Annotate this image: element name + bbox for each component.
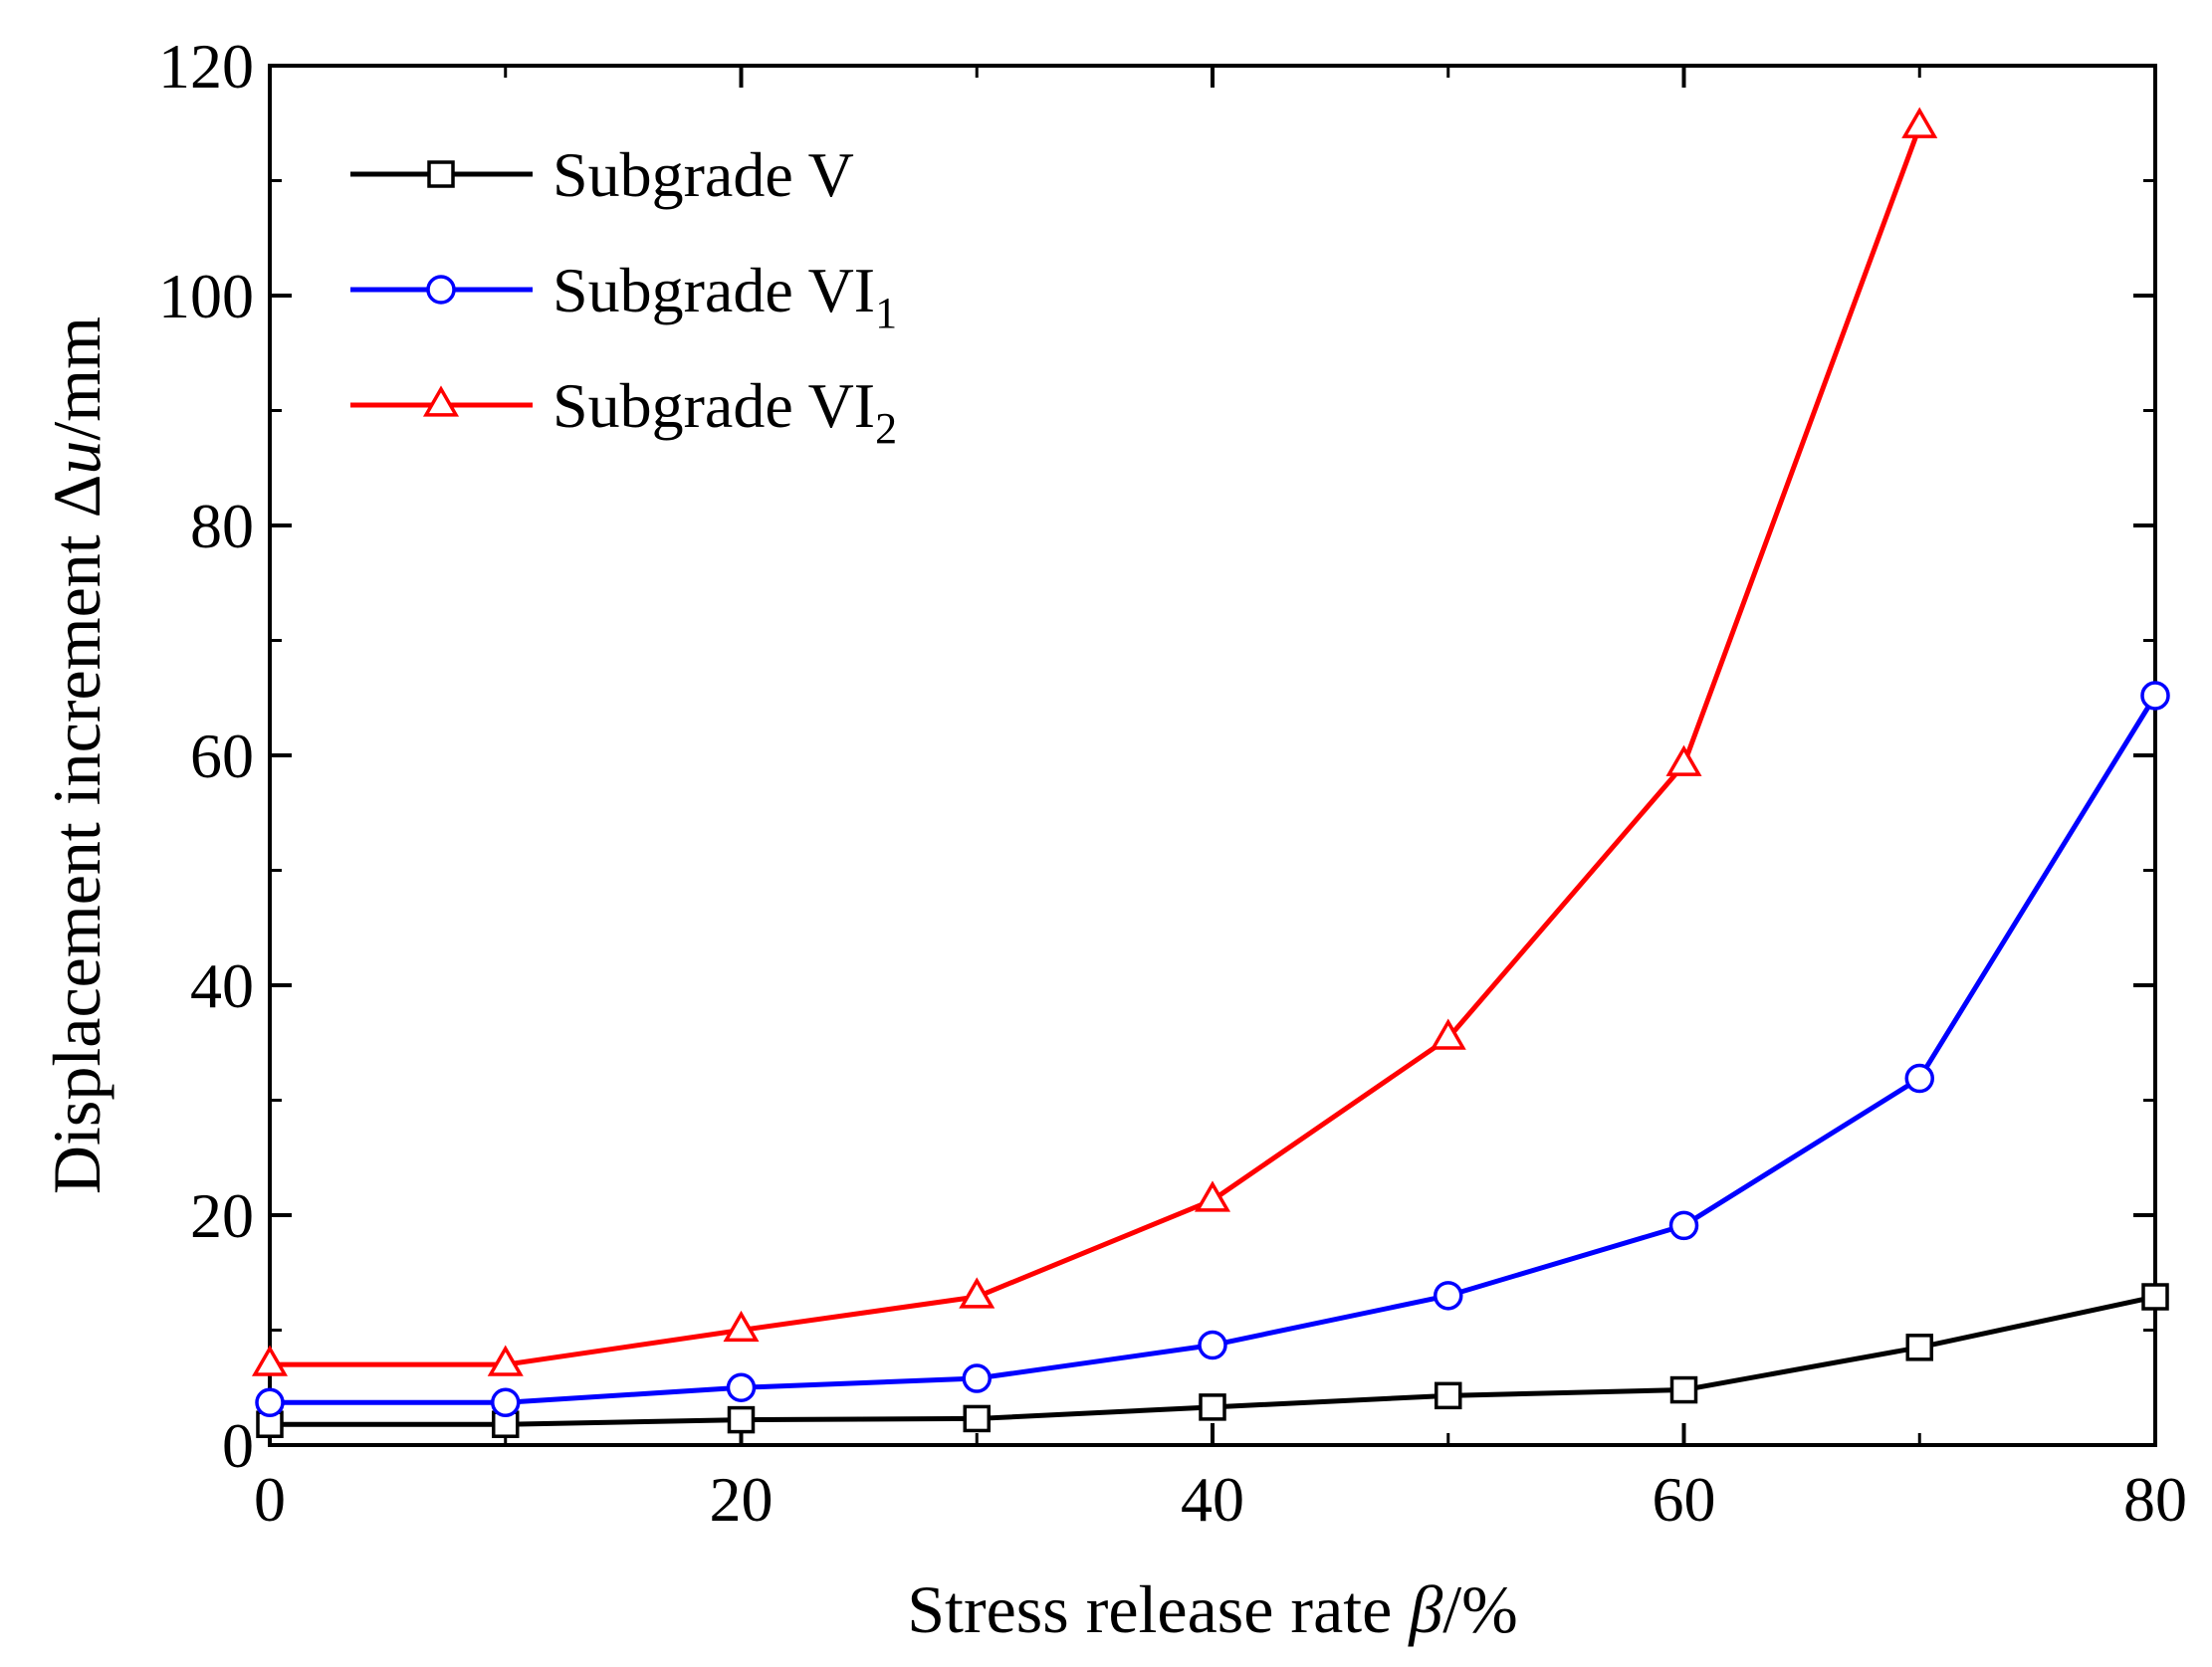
data-point	[2141, 1283, 2169, 1311]
data-point	[1665, 744, 1702, 776]
series-line	[270, 125, 1922, 1367]
y-tick-label: 40	[190, 950, 254, 1021]
data-point	[959, 1277, 995, 1309]
legend-marker	[426, 275, 456, 305]
data-point	[491, 1387, 521, 1418]
legend-label: Subgrade VI1	[553, 255, 897, 337]
data-point	[2140, 681, 2170, 711]
x-tick-label: 20	[710, 1464, 774, 1535]
data-point	[251, 1345, 289, 1376]
y-axis-title-var: u	[39, 441, 114, 475]
data-point	[1435, 1381, 1462, 1410]
y-tick-label: 80	[190, 491, 254, 561]
legend-label: Subgrade VI2	[553, 370, 897, 453]
x-tick-label: 80	[2123, 1464, 2187, 1535]
data-point	[1905, 1334, 1933, 1361]
legend-item-subgrade-vi1: Subgrade VI1	[350, 255, 897, 337]
y-axis-title-prefix: Displacement increment Δ	[39, 475, 114, 1194]
x-axis-title-var: β	[1407, 1571, 1442, 1647]
legend-item-subgrade-v: Subgrade V	[350, 139, 854, 210]
x-axis-title: Stress release rate β/%	[907, 1571, 1518, 1647]
data-point	[1668, 1210, 1699, 1241]
data-point	[962, 1363, 992, 1393]
legend-marker	[427, 160, 455, 188]
x-tick-label: 0	[254, 1464, 286, 1535]
legend-marker	[422, 385, 460, 417]
y-tick-label: 120	[158, 31, 254, 102]
series-subgrade-vi2	[251, 106, 1938, 1376]
y-tick-label: 60	[190, 721, 254, 791]
legend-label-main: Subgrade VI	[553, 370, 875, 441]
y-axis-title-suffix: /mm	[39, 316, 114, 441]
data-point	[1194, 1180, 1231, 1212]
series-layer	[251, 106, 2170, 1438]
y-tick-label: 0	[222, 1410, 254, 1481]
series-subgrade-vi1	[255, 681, 2170, 1418]
x-tick-label: 40	[1181, 1464, 1244, 1535]
data-point	[1199, 1393, 1226, 1421]
x-tick-label: 60	[1653, 1464, 1716, 1535]
data-point	[727, 1405, 756, 1434]
data-point	[1430, 1018, 1466, 1050]
y-tick-label: 100	[158, 261, 254, 331]
legend-label-subscript: 1	[875, 289, 897, 337]
axis-ticks: 0 20 40 60 80 0 20 40 60 80 100 120	[158, 31, 2187, 1535]
data-point	[1904, 1063, 1934, 1094]
data-point	[1901, 106, 1938, 138]
legend-label-main: Subgrade V	[553, 139, 854, 210]
y-tick-label: 20	[190, 1180, 254, 1251]
data-point	[1669, 1375, 1698, 1404]
data-point	[1198, 1330, 1227, 1360]
legend-label-subscript: 2	[875, 404, 897, 453]
legend-label-main: Subgrade VI	[553, 255, 875, 325]
data-point	[723, 1310, 760, 1343]
x-axis-title-suffix: /%	[1442, 1571, 1518, 1647]
data-point	[963, 1404, 991, 1433]
data-point	[1434, 1281, 1463, 1311]
data-point	[726, 1372, 757, 1402]
legend-label: Subgrade V	[553, 139, 854, 210]
x-axis-title-prefix: Stress release rate	[907, 1571, 1409, 1647]
y-axis-title: Displacement increment Δu/mm	[39, 316, 114, 1194]
data-point	[255, 1387, 285, 1418]
legend-item-subgrade-vi2: Subgrade VI2	[350, 370, 897, 453]
data-point	[487, 1345, 524, 1376]
